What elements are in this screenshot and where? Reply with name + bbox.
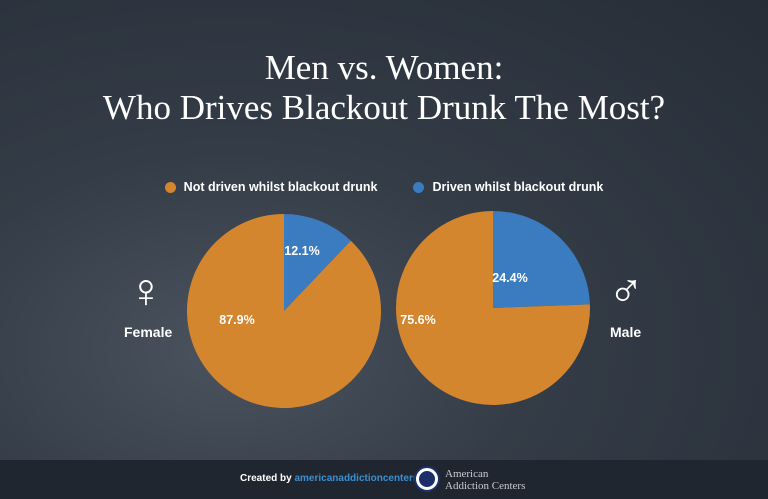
- data-label: 12.1%: [284, 244, 319, 258]
- legend-item-driven: Driven whilst blackout drunk: [413, 180, 603, 194]
- pie-slice-male-not-driven: [396, 211, 590, 405]
- credit-text: Created by: [240, 473, 292, 484]
- male-label: Male: [610, 324, 642, 340]
- male-icon: ♂: [608, 265, 644, 318]
- logo-line-2: Addiction Centers: [445, 480, 526, 492]
- logo-text: American Addiction Centers: [445, 468, 525, 492]
- credit-link[interactable]: americanaddictioncenters.org: [294, 473, 438, 484]
- legend-label: Not driven whilst blackout drunk: [183, 180, 378, 194]
- legend-swatch-blue: [413, 181, 425, 193]
- pie-slice-female-driven: [284, 214, 351, 311]
- title-line-2: Who Drives Blackout Drunk The Most?: [102, 88, 666, 127]
- credit: Created by americanaddictioncenters.org: [240, 473, 437, 484]
- legend-item-not-driven: Not driven whilst blackout drunk: [164, 180, 378, 194]
- legend: Not driven whilst blackout drunk Driven …: [0, 180, 768, 194]
- logo-line-1: American: [445, 468, 489, 480]
- pie-slice-female-not-driven: [187, 214, 381, 408]
- legend-swatch-orange: [164, 181, 176, 193]
- data-label: 87.9%: [219, 313, 254, 327]
- data-label: 75.6%: [400, 313, 435, 327]
- chart-title: Men vs. Women: Who Drives Blackout Drunk…: [0, 48, 768, 128]
- aac-logo-icon: [414, 466, 440, 492]
- title-line-1: Men vs. Women:: [264, 48, 504, 87]
- footer: Created by americanaddictioncenters.org …: [0, 460, 768, 499]
- legend-label: Driven whilst blackout drunk: [432, 180, 604, 194]
- female-icon: ♀: [128, 265, 164, 318]
- data-label: 24.4%: [492, 271, 527, 285]
- pie-slice-male-driven: [493, 211, 590, 308]
- female-label: Female: [124, 324, 173, 340]
